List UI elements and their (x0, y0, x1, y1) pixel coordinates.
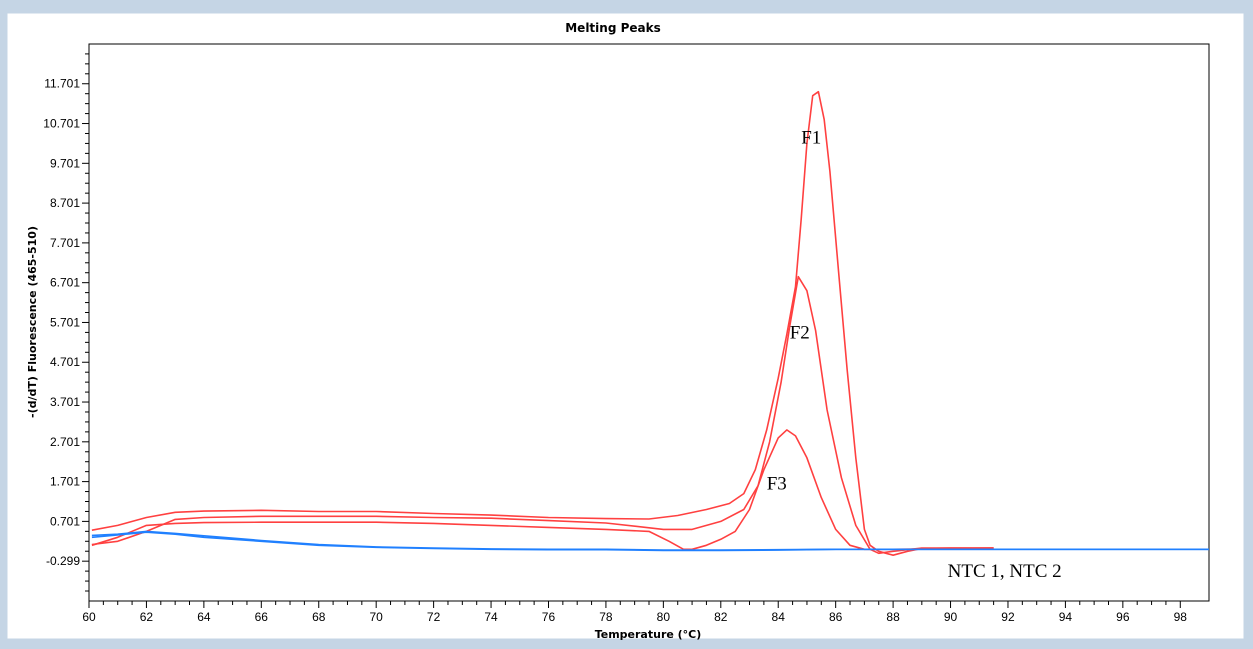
x-tick-label: 66 (255, 610, 269, 624)
x-tick-label: 70 (369, 610, 383, 624)
y-tick-label: -0.299 (46, 554, 80, 568)
x-tick-label: 84 (772, 610, 786, 624)
y-tick-label: 8.701 (50, 196, 80, 210)
plot-area (88, 43, 1210, 602)
y-tick-label: 2.701 (50, 435, 80, 449)
chart-title: Melting Peaks (565, 21, 661, 35)
y-tick-label: 1.701 (50, 475, 80, 489)
series-line-5 (91, 531, 1209, 552)
annotation-layer: F1 F2 F3 NTC 1, NTC 2 (767, 127, 1062, 582)
y-tick-label: 3.701 (50, 395, 80, 409)
x-tick-label: 96 (1116, 610, 1130, 624)
y-tick-label: 4.701 (50, 355, 80, 369)
x-tick-label: 64 (197, 610, 211, 624)
axes-layer: 60 62 64 66 68 70 72 74 76 78 80 82 84 86 88 90 92 94 96 98… (43, 53, 1188, 624)
y-tick-label: 10.701 (43, 117, 80, 131)
x-tick-label: 94 (1059, 610, 1073, 624)
x-axis-label: Temperature (°C) (595, 628, 702, 641)
x-tick-label: 74 (484, 610, 498, 624)
y-tick-label: 7.701 (50, 236, 80, 250)
y-tick-label: 6.701 (50, 276, 80, 290)
annotation-label: NTC 1, NTC 2 (948, 561, 1062, 582)
x-tick-label: 80 (657, 610, 671, 624)
annotation-label: F1 (801, 127, 821, 148)
x-tick-label: 98 (1174, 610, 1188, 624)
series-line-3 (91, 429, 994, 551)
annotation-label: F3 (767, 474, 787, 495)
x-tick-label: 68 (312, 610, 326, 624)
annotation-label: F2 (790, 322, 810, 343)
x-tick-label: 60 (82, 610, 96, 624)
x-tick-label: 92 (1001, 610, 1015, 624)
y-tick-label: 0.701 (50, 514, 80, 528)
x-tick-label: 90 (944, 610, 958, 624)
x-tick-label: 86 (829, 610, 843, 624)
series-layer (91, 90, 1209, 556)
series-line-2 (91, 275, 994, 555)
y-tick-label: 9.701 (50, 156, 80, 170)
x-tick-label: 88 (886, 610, 900, 624)
x-tick-label: 62 (140, 610, 154, 624)
y-axis-label: -(d/dT) Fluorescence (465-510) (26, 226, 39, 418)
y-tick-label: 5.701 (50, 315, 80, 329)
series-line-1 (91, 90, 994, 556)
y-tick-label: 11.701 (44, 77, 80, 91)
x-tick-label: 82 (714, 610, 728, 624)
x-tick-label: 76 (542, 610, 556, 624)
x-tick-label: 72 (427, 610, 441, 624)
x-tick-label: 78 (599, 610, 613, 624)
